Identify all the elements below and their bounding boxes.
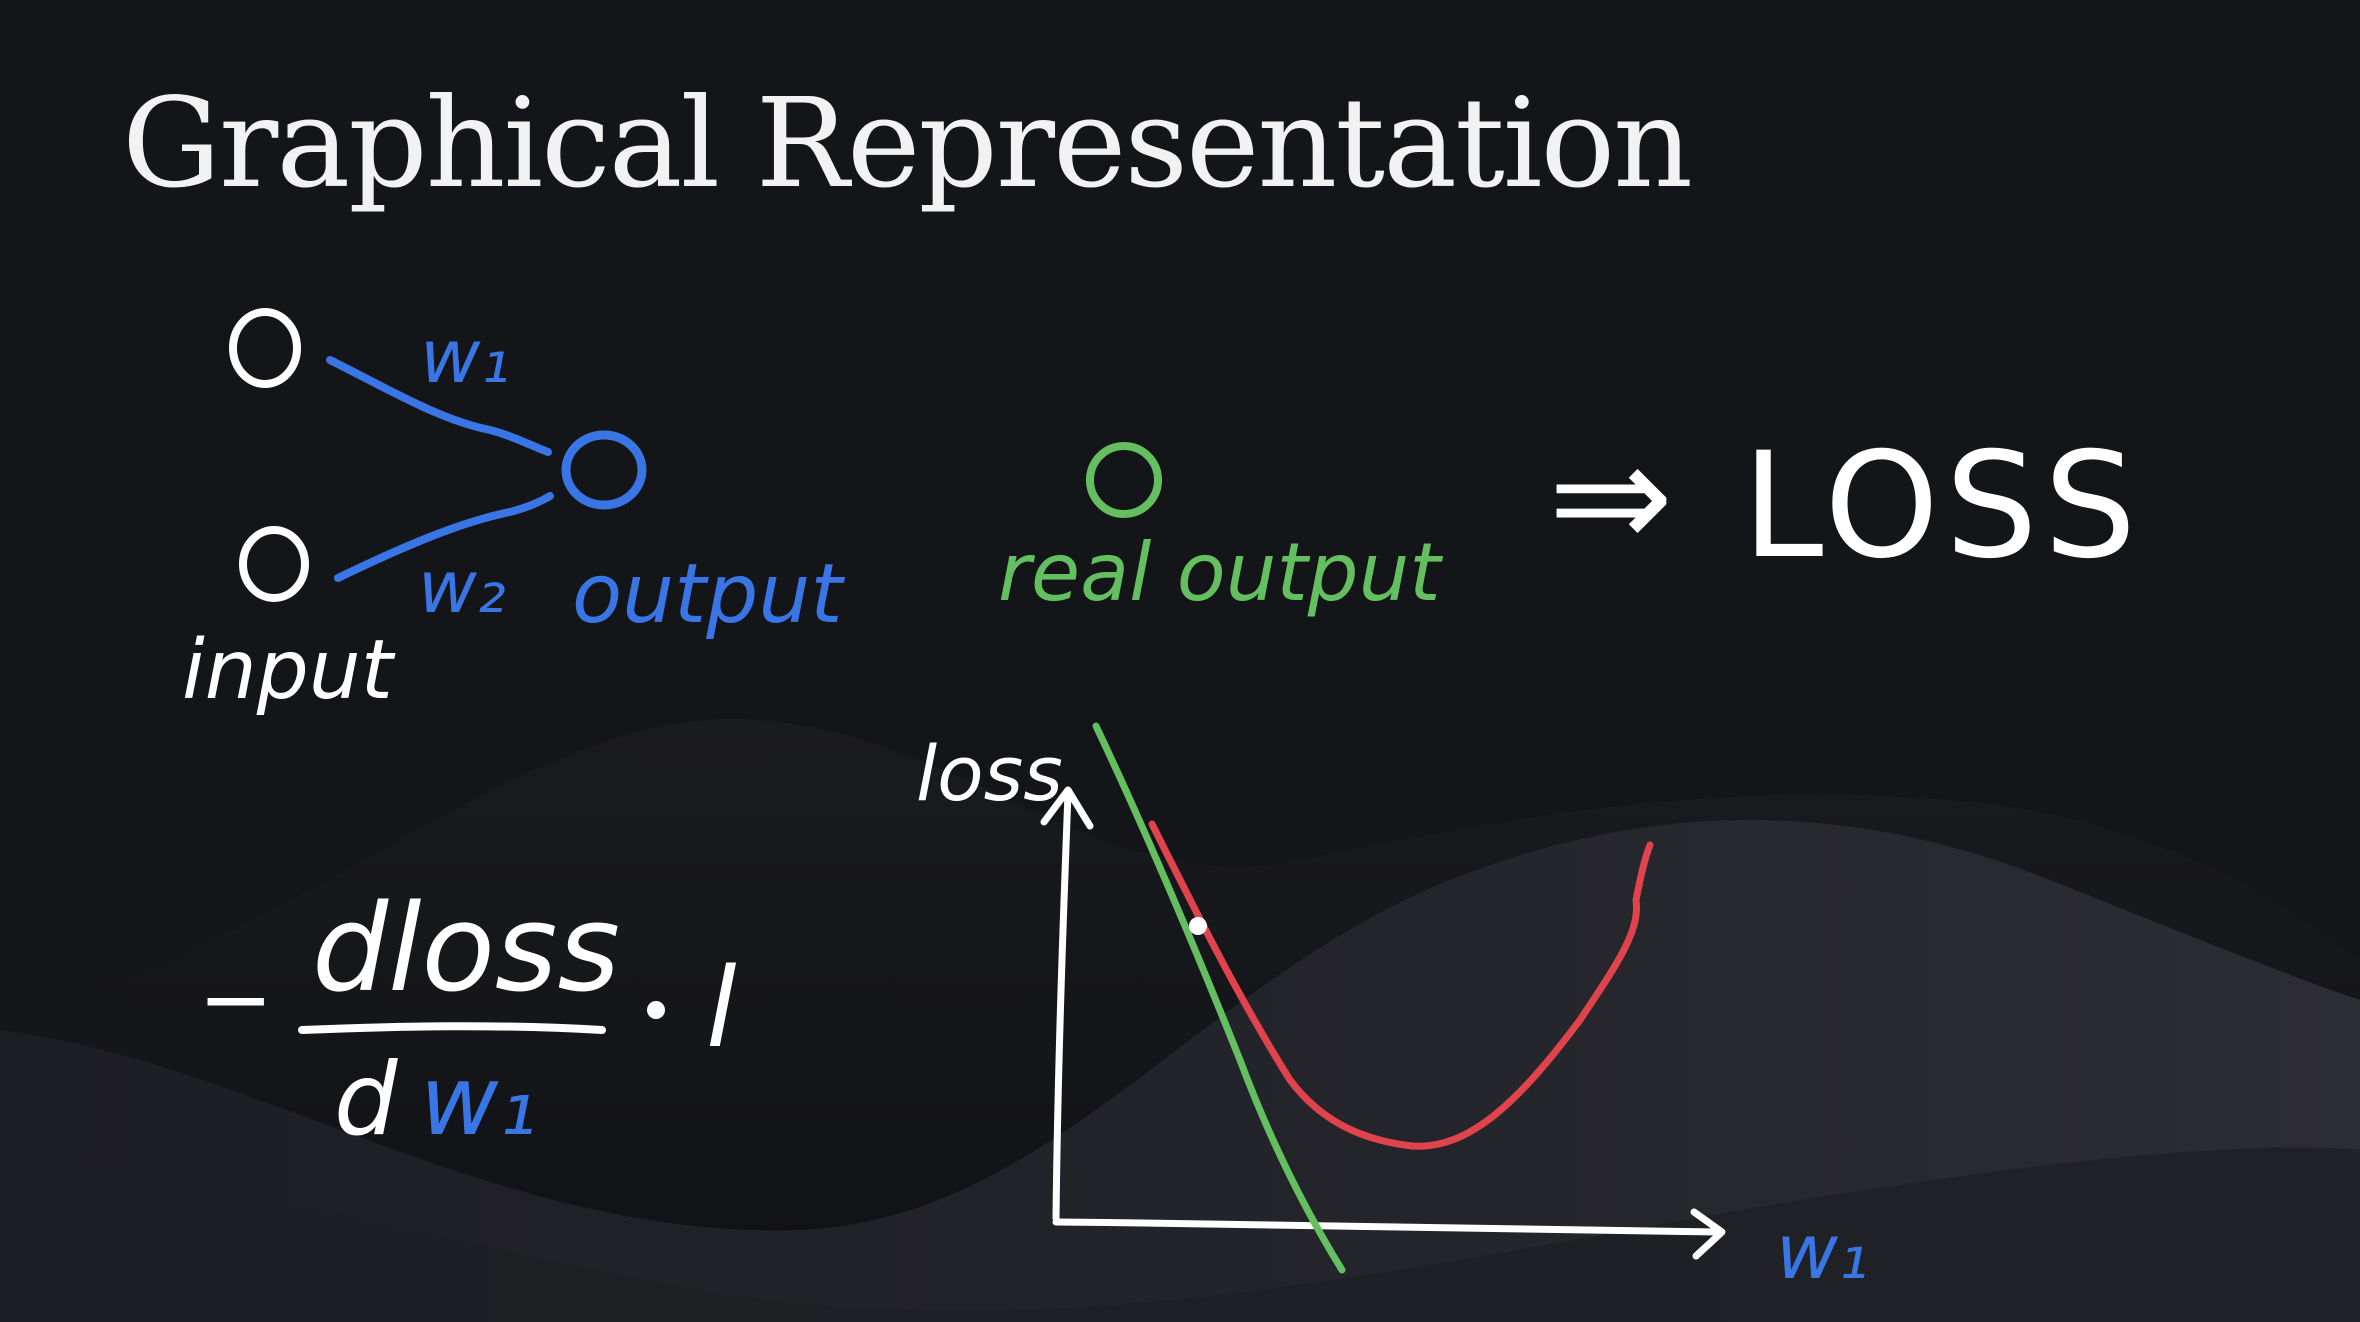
gradient-formula: − dloss d w₁ l <box>198 880 737 1158</box>
y-axis <box>1052 789 1072 1222</box>
output-node <box>561 430 647 510</box>
loss-curve <box>1148 820 1654 1150</box>
learning-rate: l <box>706 944 737 1072</box>
loss-result: LOSS <box>1742 421 2142 591</box>
current-point <box>1189 917 1207 935</box>
tangent-line <box>1092 722 1346 1274</box>
input-node-1 <box>229 308 301 388</box>
x-axis <box>1052 1218 1722 1236</box>
y-axis-arrowhead <box>1040 786 1094 830</box>
denominator-d: d <box>334 1041 398 1158</box>
input-node-2 <box>239 526 309 602</box>
slide-title: Graphical Representation <box>122 72 1693 216</box>
x-axis-label: w₁ <box>1776 1207 1869 1296</box>
implies-arrow: ⇒ <box>1548 410 1674 584</box>
real-output-label: real output <box>998 526 1443 619</box>
real-output-node <box>1086 442 1162 518</box>
edge-w1 <box>326 356 552 456</box>
fraction-bar <box>298 1022 606 1034</box>
edge-w2 <box>334 492 554 582</box>
network-diagram: w₁ w₂ output input <box>182 308 845 718</box>
numerator: dloss <box>312 880 620 1019</box>
target-group: real output ⇒ LOSS <box>998 410 2142 619</box>
x-axis-arrowhead <box>1690 1208 1726 1260</box>
minus-sign: − <box>198 947 273 1052</box>
wave-front <box>0 1147 2360 1322</box>
multiply-dot <box>647 1001 665 1019</box>
loss-plot: loss w₁ <box>916 722 1869 1296</box>
output-label: output <box>572 547 845 642</box>
denominator-w: w₁ <box>420 1045 537 1157</box>
input-label: input <box>182 623 396 718</box>
y-axis-label: loss <box>916 729 1063 818</box>
wave-mid <box>0 820 2360 1322</box>
weight-1-label: w₁ <box>420 314 510 400</box>
weight-2-label: w₂ <box>418 545 506 629</box>
